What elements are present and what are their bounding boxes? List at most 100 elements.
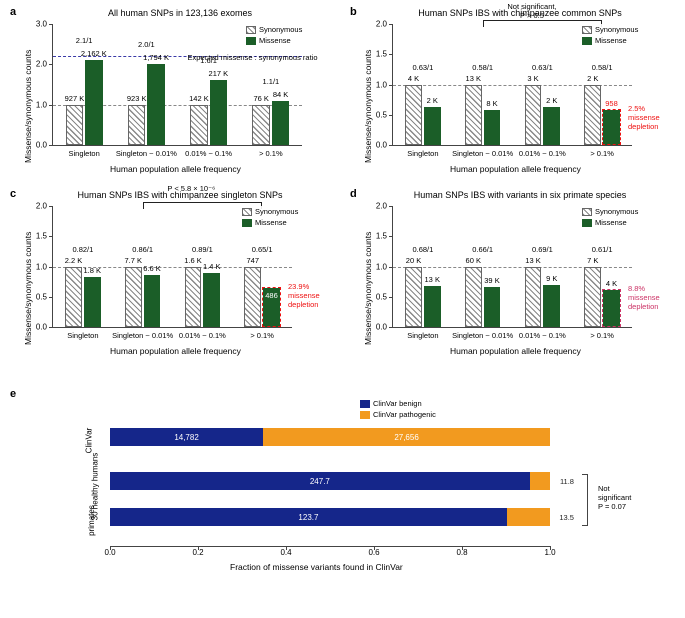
- bar-synonymous: [465, 85, 482, 146]
- panel-e-bracket-label: Not significant P = 0.07: [598, 484, 631, 511]
- panel-e-xlabel: Fraction of missense variants found in C…: [230, 562, 403, 572]
- bar-missense: [85, 60, 102, 145]
- legend-sw-mis: [246, 37, 256, 45]
- bar-synonymous: [185, 267, 202, 328]
- panel-e-bar-clinvar: 14,782 27,656: [110, 428, 550, 446]
- bar-path-0: 27,656: [263, 428, 550, 446]
- bar-label-mis: 9 K: [546, 274, 557, 283]
- group-ratio: 0.82/1: [72, 245, 93, 254]
- bar-label-mis: 4 K: [606, 279, 617, 288]
- bar-label-mis: 2,162 K: [81, 49, 107, 58]
- legend-sw-pathogenic: [360, 411, 370, 419]
- panel-d: d Human SNPs IBS with variants in six pr…: [350, 188, 682, 358]
- bar-label-mis: 217 K: [209, 69, 229, 78]
- bar-synonymous: [465, 267, 482, 328]
- bar-label-syn: 13 K: [525, 256, 540, 265]
- depletion-box: [602, 289, 621, 327]
- legend-sw-benign: [360, 400, 370, 408]
- bar-synonymous: [65, 267, 82, 328]
- bar-synonymous: [405, 267, 422, 328]
- bar-synonymous: [190, 105, 207, 145]
- bar-label-mis: 2 K: [546, 96, 557, 105]
- x-tick: Singleton: [67, 327, 98, 340]
- panel-b-label: b: [350, 6, 357, 18]
- bar-label-syn: 3 K: [527, 74, 538, 83]
- group-ratio: 0.66/1: [472, 245, 493, 254]
- bar-label-syn: 2.2 K: [65, 256, 83, 265]
- panel-a-label: a: [10, 6, 16, 18]
- depletion-label: 2.5% missense depletion: [628, 104, 660, 131]
- group-ratio: 0.69/1: [532, 245, 553, 254]
- bar-label-syn: 4 K: [408, 74, 419, 83]
- bar-synonymous: [66, 105, 83, 145]
- depletion-box: [602, 109, 621, 145]
- x-tick: > 0.1%: [259, 145, 283, 158]
- panel-d-label: d: [350, 188, 357, 200]
- bar-label-syn: 2 K: [587, 74, 598, 83]
- panel-e-row0-label: ClinVar: [84, 428, 93, 454]
- panel-e-bracket: [582, 474, 588, 526]
- group-ratio: 0.58/1: [472, 63, 493, 72]
- bar-missense: [210, 80, 227, 145]
- bar-label-mis: 6.6 K: [143, 264, 161, 273]
- group-ratio: 0.89/1: [192, 245, 213, 254]
- bar-missense: [484, 110, 501, 145]
- bar-missense: [543, 107, 560, 145]
- bar-label-mis: 13 K: [425, 275, 440, 284]
- panel-e-bar-humans: 247.7 11.8: [110, 472, 550, 490]
- bar-label-mis: 1.8 K: [83, 266, 101, 275]
- group-ratio: 1.6/1: [200, 56, 217, 65]
- panel-a-ylabel: Missense/synonymous counts: [23, 23, 33, 163]
- bar-label-syn: 60 K: [466, 256, 481, 265]
- panel-d-title: Human SNPs IBS with variants in six prim…: [400, 190, 640, 200]
- bar-missense: [144, 275, 161, 327]
- bar-label-syn: 7.7 K: [124, 256, 142, 265]
- depletion-label: 8.8% missense depletion: [628, 284, 660, 311]
- bar-missense: [424, 107, 441, 145]
- bar-synonymous: [525, 85, 542, 146]
- bar-label-syn: 923 K: [127, 94, 147, 103]
- x-tick: 0.01% ~ 0.1%: [179, 327, 226, 340]
- x-tick: > 0.1%: [590, 145, 614, 158]
- bar-label-mis: 1.4 K: [203, 262, 221, 271]
- x-tick: > 0.1%: [250, 327, 274, 340]
- group-ratio: 0.68/1: [412, 245, 433, 254]
- panel-d-ylabel: Missense/synonymous counts: [363, 205, 373, 345]
- bar-synonymous: [584, 267, 601, 328]
- bar-label-syn: 142 K: [189, 94, 209, 103]
- group-ratio: 0.63/1: [412, 63, 433, 72]
- panel-b: b Human SNPs IBS with chimpanzee common …: [350, 6, 682, 176]
- bar-label-mis: 8 K: [486, 99, 497, 108]
- legend-mis-label: Missense: [259, 36, 291, 45]
- group-ratio: 1.1/1: [263, 77, 280, 86]
- bar-label-syn: 747: [246, 256, 259, 265]
- panel-a: a All human SNPs in 123,136 exomes Misse…: [10, 6, 342, 176]
- legend-sw-syn: [246, 26, 256, 34]
- panel-e-bar-primates: 123.7 13.5: [110, 508, 550, 526]
- panel-e: e ClinVar 30 healthy humans primates 14,…: [10, 388, 675, 606]
- bar-synonymous: [125, 267, 142, 328]
- bar-synonymous: [128, 105, 145, 145]
- e-x-tick: 1.0: [544, 548, 555, 557]
- bar-label-syn: 13 K: [466, 74, 481, 83]
- group-ratio: 0.58/1: [592, 63, 613, 72]
- bar-synonymous: [405, 85, 422, 146]
- panel-e-legend: ClinVar benign ClinVar pathogenic: [360, 398, 436, 420]
- group-ratio: 0.63/1: [532, 63, 553, 72]
- x-tick: 0.01% ~ 0.1%: [519, 327, 566, 340]
- bar-label-mis: 2 K: [427, 96, 438, 105]
- bar-label-syn: 1.6 K: [184, 256, 202, 265]
- panel-c: c Human SNPs IBS with chimpanzee singlet…: [10, 188, 342, 358]
- bar-missense: [84, 277, 101, 327]
- bar-synonymous: [584, 85, 601, 146]
- bar-synonymous: [244, 267, 261, 328]
- x-tick: > 0.1%: [590, 327, 614, 340]
- legend-sw-syn: [582, 26, 592, 34]
- legend-syn-label: Synonymous: [259, 25, 302, 34]
- e-x-tick: 0.0: [104, 548, 115, 557]
- panel-c-ylabel: Missense/synonymous counts: [23, 205, 33, 345]
- panel-c-xlabel: Human population allele frequency: [110, 346, 241, 356]
- x-tick: Singleton ~ 0.01%: [452, 327, 513, 340]
- depletion-label: 23.9% missense depletion: [288, 282, 320, 309]
- panel-a-legend: Synonymous Missense: [246, 24, 302, 46]
